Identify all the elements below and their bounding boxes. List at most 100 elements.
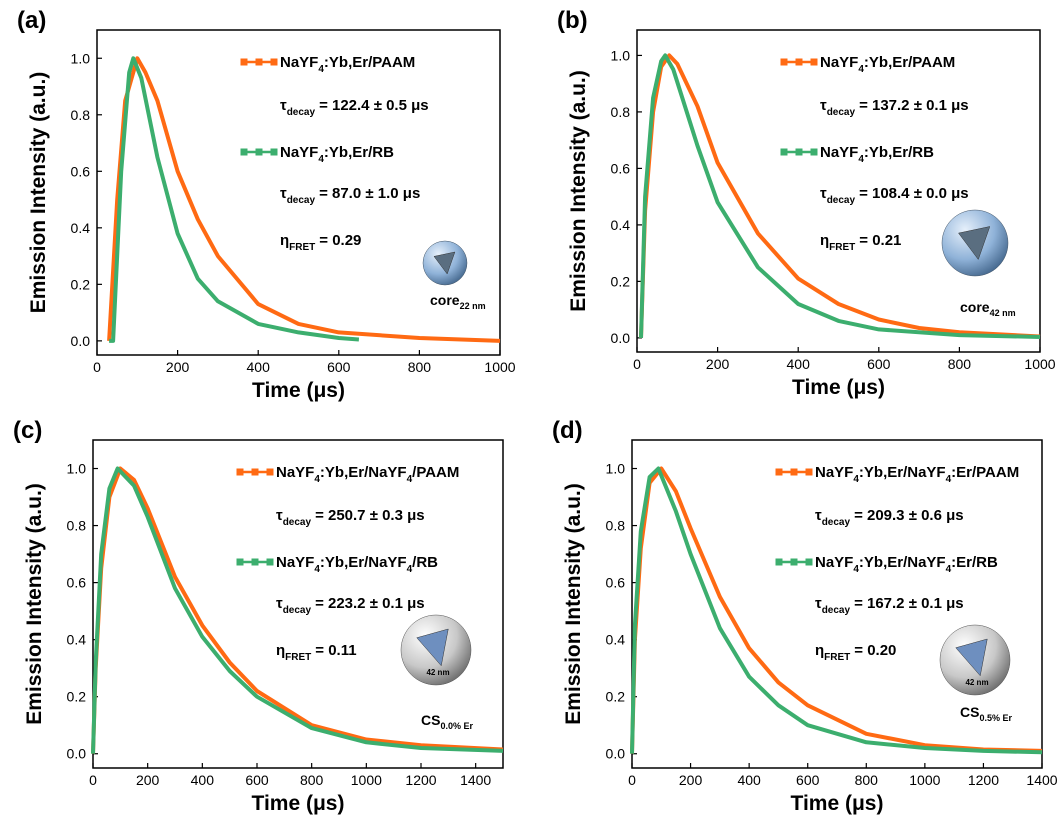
- x-tick-label: 200: [136, 772, 160, 788]
- x-tick-label: 600: [796, 772, 820, 788]
- y-tick-label: 0.8: [71, 107, 91, 123]
- panel: 0 200 400 600 800 1000 1200 1400 0.0 0.2 0.4 0.6 0.8…: [13, 417, 504, 815]
- inset-label-main: CS: [421, 712, 440, 728]
- x-axis-label: Time (μs): [252, 379, 345, 402]
- data-line: [91, 466, 504, 754]
- x-axis-label: Time (μs): [791, 792, 884, 815]
- annotation: ηFRET = 0.11: [276, 642, 357, 663]
- annotation-value: = 137.2 ± 0.1 μs: [859, 97, 969, 114]
- annotation: ηFRET = 0.29: [280, 232, 361, 253]
- y-tick-label: 0.6: [71, 163, 91, 179]
- annotation-subscript: decay: [827, 107, 856, 118]
- legend-marker: [266, 558, 274, 566]
- panel-label: (b): [557, 7, 588, 34]
- y-tick-label: 1.0: [606, 461, 626, 477]
- annotation: τdecay = 223.2 ± 0.1 μs: [276, 595, 425, 616]
- annotation-main: η: [280, 232, 289, 249]
- inset-core: [416, 628, 449, 667]
- y-tick-label: 0.0: [606, 746, 626, 762]
- annotation-main: τ: [276, 595, 283, 612]
- legend-label: NaYF4:Yb,Er/NaYF4/PAAM: [276, 464, 459, 485]
- annotation-main: η: [276, 642, 285, 659]
- annotation: τdecay = 250.7 ± 0.3 μs: [276, 507, 425, 528]
- annotation-subscript: FRET: [824, 652, 850, 663]
- legend-marker: [780, 58, 788, 66]
- y-axis-label: Emission Intensity (a.u.): [567, 70, 590, 312]
- y-tick-label: 1.0: [71, 50, 91, 66]
- inset-label-main: core: [430, 292, 460, 308]
- panel: 0 200 400 600 800 1000 1200 1400 0.0 0.2 0.4 0.6 0.8…: [552, 417, 1058, 815]
- y-tick-label: 0.2: [606, 689, 626, 705]
- inset-label-subscript: 0.5% Er: [979, 713, 1012, 723]
- legend-marker: [251, 558, 259, 566]
- legend-marker: [790, 558, 798, 566]
- annotation-value: = 167.2 ± 0.1 μs: [854, 595, 964, 612]
- legend-label: NaYF4:Yb,Er/NaYF4:Er/PAAM: [815, 464, 1019, 485]
- inset-label: core42 nm: [960, 299, 1016, 318]
- legend-marker: [805, 558, 813, 566]
- x-tick-label: 800: [948, 356, 972, 372]
- annotation-main: τ: [280, 97, 287, 114]
- legend-label: NaYF4:Yb,Er/PAAM: [280, 54, 415, 75]
- panel-label: (c): [13, 417, 42, 444]
- plot-frame: [96, 29, 501, 356]
- inset-label: core22 nm: [430, 292, 486, 311]
- x-tick-label: 1000: [909, 772, 940, 788]
- inset-cut: [433, 251, 456, 275]
- x-tick-label: 800: [408, 359, 432, 375]
- legend-marker: [790, 468, 798, 476]
- legend-marker: [810, 148, 818, 156]
- annotation-subscript: decay: [822, 605, 851, 616]
- y-tick-label: 0.4: [606, 632, 626, 648]
- y-tick-label: 0.2: [611, 273, 631, 289]
- legend-label: NaYF4:Yb,Er/NaYF4:Er/RB: [815, 554, 998, 575]
- annotation-main: τ: [815, 595, 822, 612]
- x-tick-label: 400: [191, 772, 215, 788]
- plot-frame: [92, 439, 504, 769]
- y-tick-label: 1.0: [611, 47, 631, 63]
- annotation-main: τ: [280, 185, 287, 202]
- x-tick-label: 200: [706, 356, 730, 372]
- legend-marker: [240, 58, 248, 66]
- y-tick-label: 0.2: [71, 276, 91, 292]
- legend-marker: [266, 468, 274, 476]
- legend-label: NaYF4:Yb,Er/NaYF4/RB: [276, 554, 438, 575]
- annotation: τdecay = 108.4 ± 0.0 μs: [820, 185, 969, 206]
- panel: 0 200 400 600 800 1000 0.0 0.2 0.4 0.6 0.8 1.0 Time …: [557, 7, 1056, 399]
- annotation-subscript: decay: [287, 107, 316, 118]
- panel-label: (a): [17, 7, 46, 34]
- y-tick-label: 0.8: [611, 104, 631, 120]
- inset-label: CS0.5% Er: [960, 704, 1012, 723]
- annotation-subscript: decay: [827, 195, 856, 206]
- x-tick-label: 600: [245, 772, 269, 788]
- y-tick-label: 0.4: [67, 632, 87, 648]
- legend-marker: [810, 58, 818, 66]
- annotation-value: = 122.4 ± 0.5 μs: [319, 97, 429, 114]
- annotation: τdecay = 137.2 ± 0.1 μs: [820, 97, 969, 118]
- y-tick-label: 0.2: [67, 689, 87, 705]
- legend-marker: [236, 558, 244, 566]
- legend-marker: [251, 468, 259, 476]
- annotation-subscript: decay: [283, 605, 312, 616]
- inset-label: CS0.0% Er: [421, 712, 473, 731]
- panel: 0 200 400 600 800 1000 0.0 0.2 0.4 0.6 0.8 1.0 Time …: [17, 7, 516, 402]
- x-tick-label: 600: [327, 359, 351, 375]
- annotation-main: τ: [820, 185, 827, 202]
- data-line: [109, 56, 360, 343]
- annotation-subscript: FRET: [289, 242, 315, 253]
- annotation: τdecay = 87.0 ± 1.0 μs: [280, 185, 420, 206]
- y-tick-label: 0.4: [611, 217, 631, 233]
- inset-size-label: 42 nm: [426, 668, 449, 677]
- legend-label: NaYF4:Yb,Er/RB: [820, 144, 934, 165]
- x-tick-label: 800: [300, 772, 324, 788]
- legend-label: NaYF4:Yb,Er/RB: [280, 144, 394, 165]
- y-tick-label: 0.6: [606, 575, 626, 591]
- inset-label-subscript: 42 nm: [990, 308, 1016, 318]
- annotation-value: = 0.20: [854, 642, 896, 659]
- inset-label-main: core: [960, 299, 990, 315]
- y-tick-label: 0.0: [67, 746, 87, 762]
- y-tick-label: 0.8: [67, 518, 87, 534]
- annotation-subscript: FRET: [829, 242, 855, 253]
- legend-marker: [270, 148, 278, 156]
- annotation-main: τ: [815, 507, 822, 524]
